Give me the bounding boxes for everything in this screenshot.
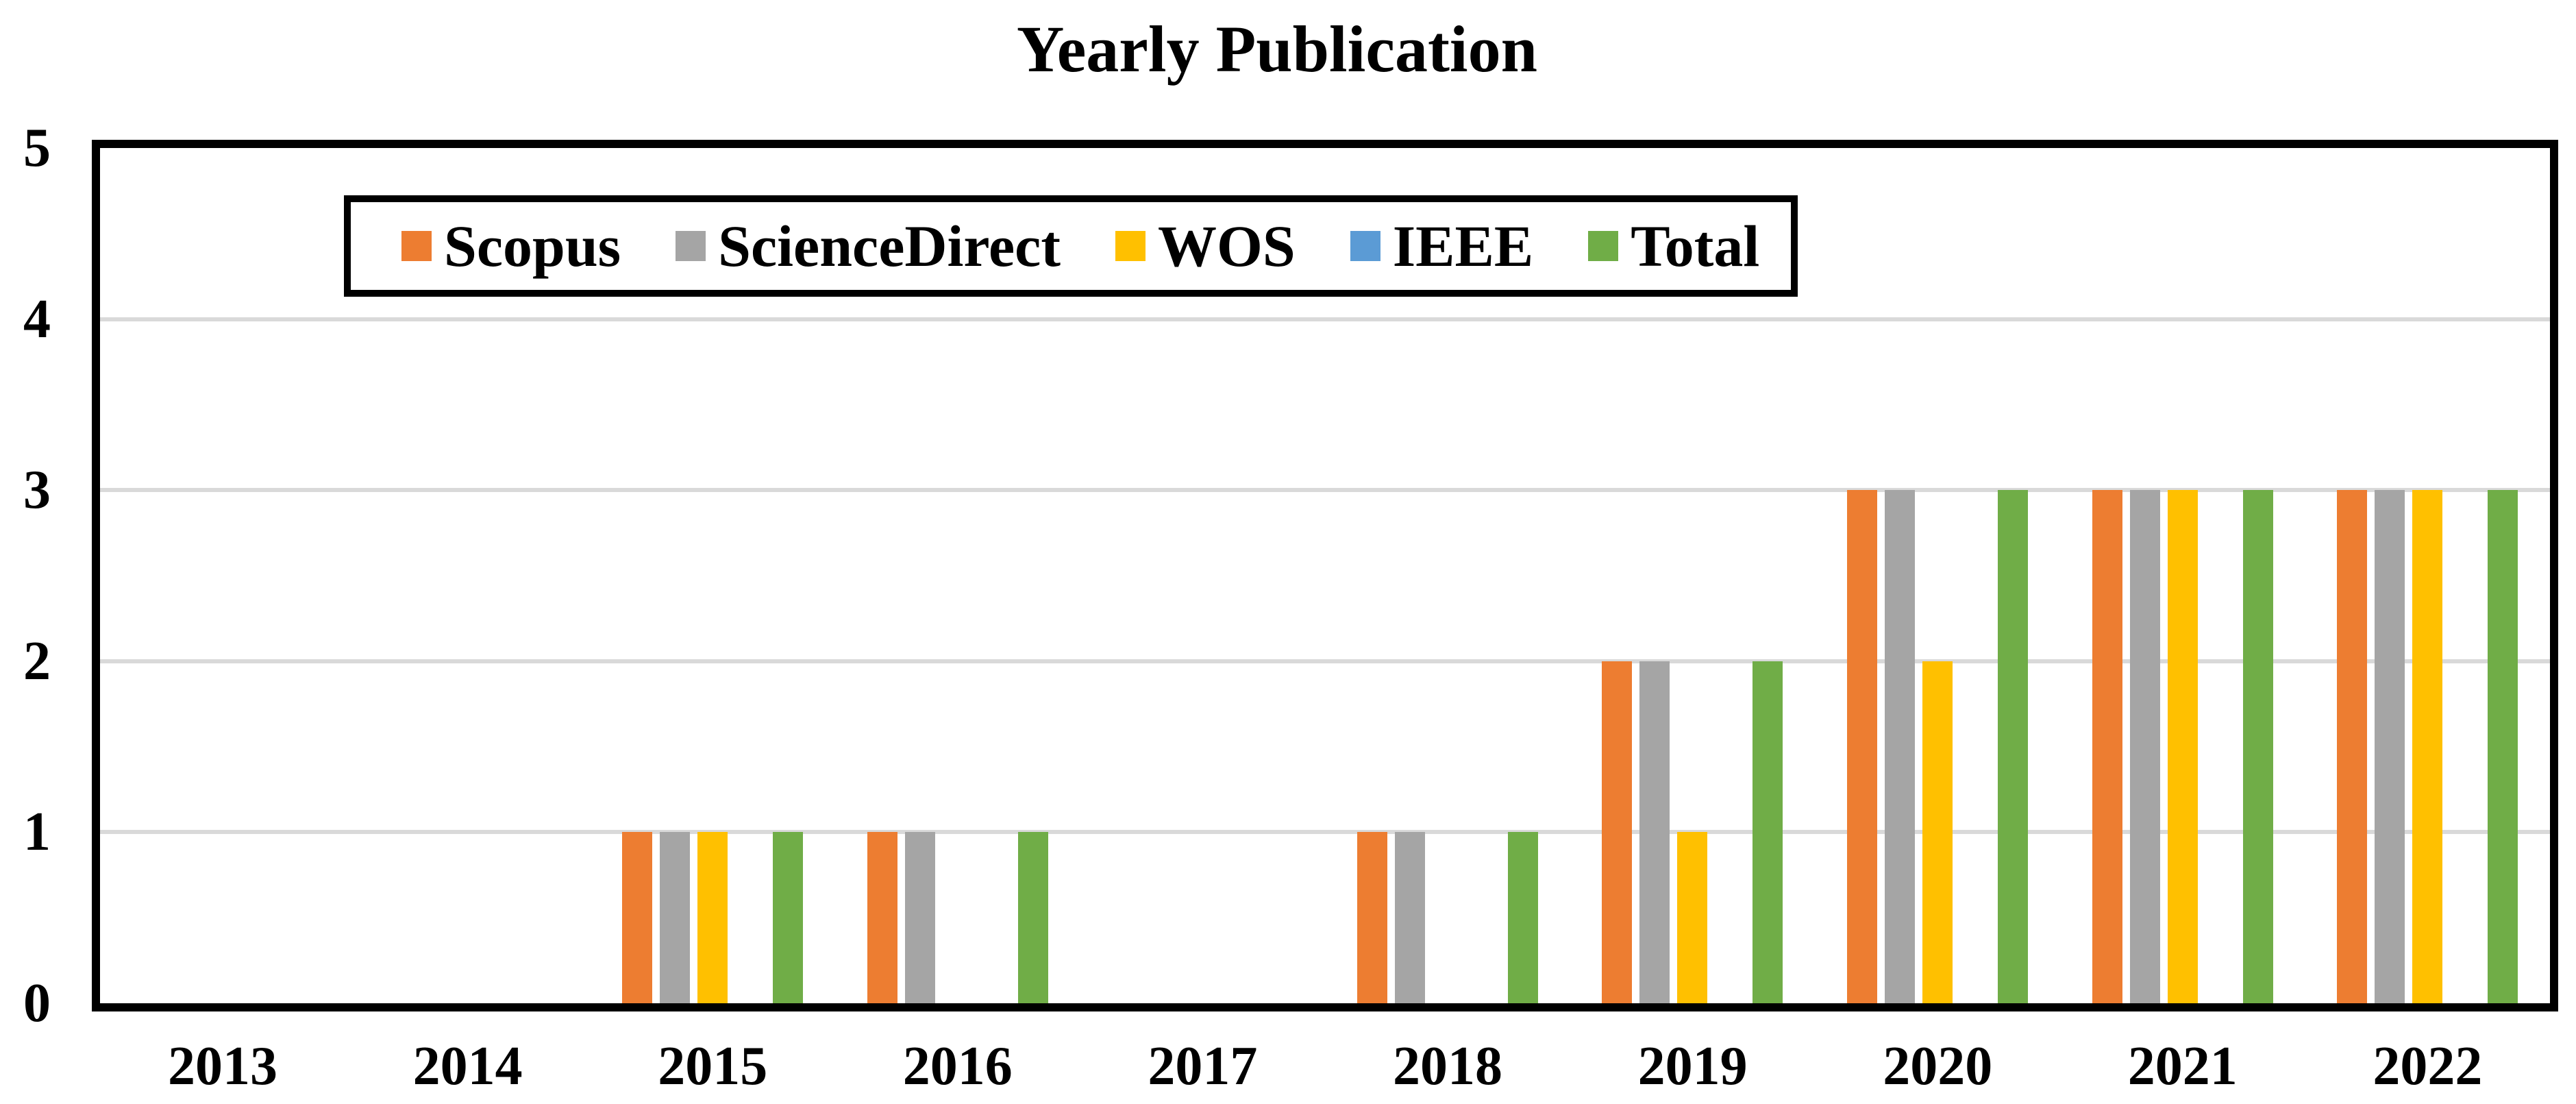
legend-label-ieee: IEEE [1392,213,1534,279]
bar-scopus-2018 [1357,832,1387,1003]
bar-sciencedirect-2015 [660,832,690,1003]
bar-sciencedirect-2019 [1639,661,1670,1003]
x-tick-label-2021: 2021 [2127,1036,2238,1096]
bar-total-2016 [1017,832,1048,1003]
legend-marker-wos-icon [1115,231,1145,261]
legend-label-total: Total [1631,213,1760,279]
bar-wos-2022 [2412,490,2443,1003]
bar-wos-2021 [2167,490,2198,1003]
x-tick-label-2020: 2020 [1883,1036,1993,1096]
gridline-y-4 [100,317,2550,321]
bar-total-2022 [2488,490,2518,1003]
bar-sciencedirect-2018 [1394,832,1425,1003]
legend-marker-sciencedirect-icon [676,231,706,261]
bar-wos-2015 [697,832,728,1003]
legend-marker-ieee-icon [1350,231,1380,261]
bar-wos-2019 [1677,832,1708,1003]
legend-label-wos: WOS [1157,213,1296,279]
bar-total-2021 [2242,490,2273,1003]
y-tick-label-3: 3 [23,460,51,521]
bar-wos-2020 [1922,661,1953,1003]
bar-scopus-2019 [1602,661,1633,1003]
bar-scopus-2022 [2337,490,2368,1003]
bar-scopus-2021 [2092,490,2122,1003]
bar-scopus-2020 [1847,490,1877,1003]
chart-title: Yearly Publication [1017,12,1537,86]
y-tick-label-4: 4 [23,289,51,349]
bar-scopus-2015 [622,832,652,1003]
x-tick-label-2013: 2013 [168,1036,277,1096]
x-tick-label-2017: 2017 [1148,1036,1258,1096]
y-tick-label-5: 5 [23,118,51,178]
x-tick-label-2019: 2019 [1637,1036,1748,1096]
legend-entry-ieee: IEEE [1350,213,1534,279]
y-tick-label-0: 0 [23,973,51,1033]
x-tick-label-2014: 2014 [412,1036,523,1096]
bar-total-2015 [773,832,803,1003]
legend-entry-scopus: Scopus [401,217,621,275]
bar-sciencedirect-2022 [2375,490,2405,1003]
bar-total-2018 [1507,832,1538,1003]
gridline-y-2 [100,659,2550,663]
gridline-y-3 [100,488,2550,493]
y-tick-label-1: 1 [23,802,51,863]
bar-sciencedirect-2021 [2129,490,2160,1003]
x-tick-label-2022: 2022 [2373,1036,2483,1096]
legend-label-scopus: Scopus [444,213,621,279]
gridline-y-1 [100,830,2550,835]
legend-marker-total-icon [1588,231,1619,261]
bar-sciencedirect-2020 [1885,490,1915,1003]
bar-sciencedirect-2016 [904,832,935,1003]
x-tick-label-2015: 2015 [658,1036,768,1096]
legend-label-sciencedirect: ScienceDirect [718,213,1061,279]
legend-marker-scopus-icon [401,231,432,261]
y-tick-label-2: 2 [23,630,51,691]
legend-entry-sciencedirect: ScienceDirect [676,217,1061,275]
x-tick-label-2016: 2016 [902,1036,1013,1096]
bar-total-2019 [1753,661,1783,1003]
legend-entry-total: Total [1588,217,1759,275]
bar-scopus-2016 [867,832,897,1003]
x-tick-label-2018: 2018 [1393,1036,1502,1096]
legend-entry-wos: WOS [1115,217,1296,275]
bar-total-2020 [1998,490,2028,1003]
legend: Scopus ScienceDirect WOS IEEE Total [344,195,1798,297]
